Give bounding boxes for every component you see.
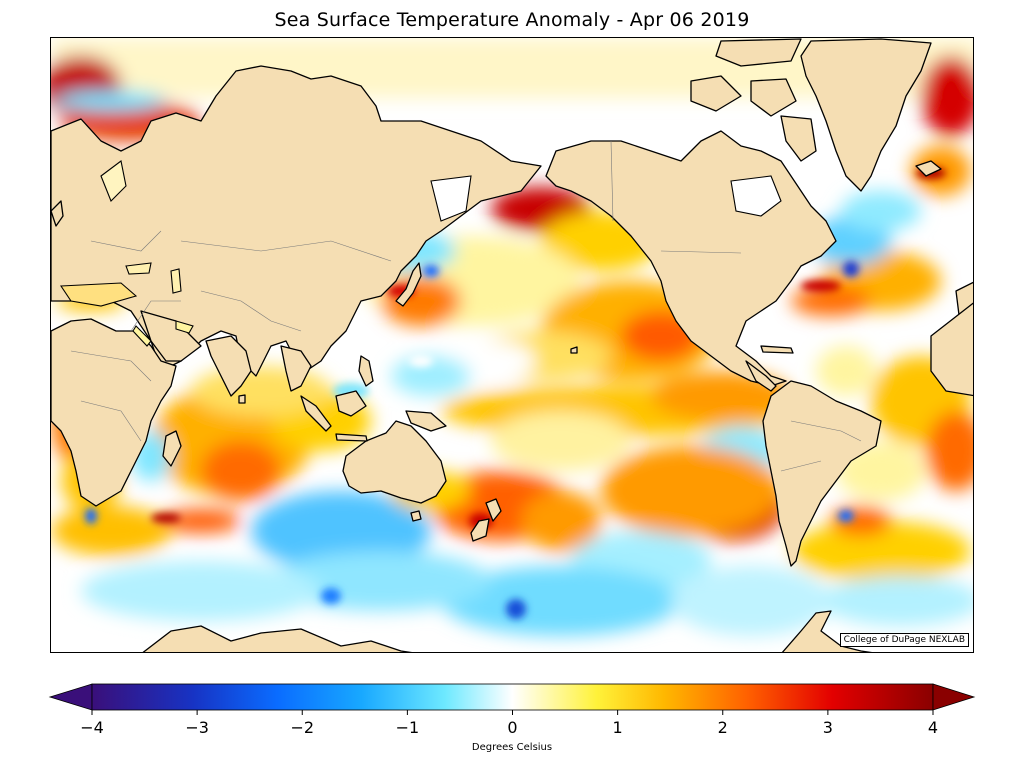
hawaii (570, 346, 578, 354)
antarctica-2 (781, 610, 873, 652)
africa-east-edge (930, 302, 973, 397)
country-borders (70, 140, 862, 472)
sri-lanka (238, 394, 246, 404)
colorbar-tick-label: 3 (822, 718, 833, 737)
colorbar-tick-label: 0 (507, 718, 518, 737)
mediterranean (60, 282, 138, 307)
credit-label: College of DuPage NEXLAB (839, 633, 969, 647)
australia (342, 420, 447, 504)
red-sea (132, 325, 152, 347)
colorbar-label: Degrees Celsius (471, 742, 553, 753)
hudson-bay (730, 175, 782, 217)
colorbar-tick-label: −2 (290, 718, 315, 737)
madagascar (162, 430, 182, 467)
sea-of-okhotsk (430, 175, 472, 222)
black-sea (125, 262, 152, 275)
colorbar-min-extend (48, 683, 93, 711)
colorbar-tick-label: −3 (185, 718, 209, 737)
central-america (745, 360, 777, 392)
colorbar-tick-label: 2 (717, 718, 728, 737)
cuba (760, 345, 794, 354)
colorbar-ticks (91, 710, 934, 715)
persian-gulf (175, 320, 194, 334)
new-guinea (405, 410, 447, 432)
canadian-arctic-1 (690, 75, 742, 112)
sst-anomaly-map (51, 38, 973, 652)
colorbar-tick-label: −4 (80, 718, 104, 737)
iceland (915, 160, 942, 177)
colorbar (48, 683, 976, 715)
colorbar-bar (91, 683, 934, 711)
indochina (280, 345, 312, 392)
south-america (762, 380, 882, 567)
japan (395, 262, 422, 307)
canadian-arctic-2 (750, 78, 797, 117)
borneo (335, 390, 367, 417)
sumatra (300, 395, 332, 432)
africa (51, 318, 177, 507)
colorbar-tick-label: −1 (395, 718, 420, 737)
india (205, 335, 252, 397)
inland-waters (60, 160, 782, 347)
baffin-island (780, 115, 817, 162)
java (335, 433, 368, 442)
greenland (800, 38, 932, 192)
colorbar-tick-label: 4 (927, 718, 939, 737)
map-title: Sea Surface Temperature Anomaly - Apr 06… (274, 9, 750, 31)
map-panel[interactable]: College of DuPage NEXLAB (50, 37, 974, 653)
philippines (358, 355, 374, 387)
caspian-sea (170, 268, 182, 294)
great-britain (51, 200, 64, 227)
colorbar-tick-label: 1 (612, 718, 623, 737)
antarctica-1 (142, 625, 413, 652)
baltic-sea (100, 160, 127, 202)
colorbar-max-extend (932, 683, 976, 711)
new-zealand-north (485, 498, 502, 522)
new-zealand-south (470, 518, 490, 542)
tasmania (410, 510, 422, 522)
canadian-arctic-3 (715, 38, 802, 67)
